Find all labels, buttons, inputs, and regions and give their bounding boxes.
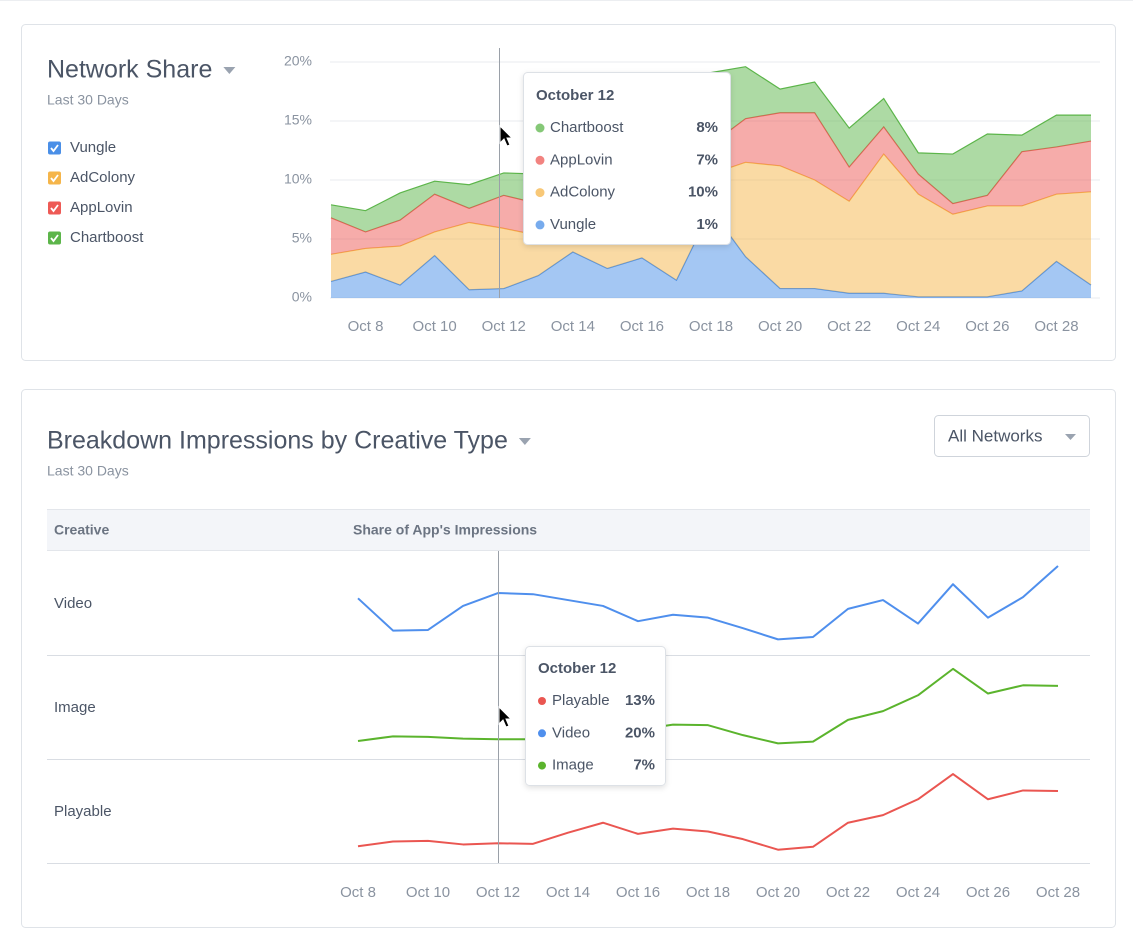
x-tick-label: Oct 8 (340, 884, 376, 901)
x-tick-label: Oct 22 (827, 318, 871, 335)
series-line (357, 667, 1059, 745)
tooltip-value: 10% (688, 184, 718, 201)
y-tick-label: 20% (284, 53, 312, 69)
x-tick-label: Oct 28 (1036, 884, 1080, 901)
y-tick-label: 15% (284, 112, 312, 128)
legend-checkbox[interactable] (48, 201, 61, 215)
legend-check (50, 234, 59, 243)
column-header: Creative (54, 522, 109, 538)
tooltip-title: October 12 (538, 660, 616, 677)
x-tick-label: Oct 28 (1034, 318, 1078, 335)
row-label: Playable (54, 803, 112, 820)
x-tick-label: Oct 14 (551, 318, 595, 335)
x-tick-label: Oct 8 (348, 318, 384, 335)
legend-check (50, 144, 59, 153)
row-label: Video (54, 595, 92, 612)
tooltip-dot (535, 188, 545, 198)
area-fill (331, 209, 1091, 298)
x-tick-label: Oct 26 (966, 884, 1010, 901)
column-header: Share of App's Impressions (353, 522, 537, 538)
legend-label: Vungle (70, 139, 116, 156)
x-tick-label: Oct 12 (476, 884, 520, 901)
tooltip-name: Vungle (550, 216, 596, 233)
cursor (499, 124, 514, 147)
x-tick-label: Oct 20 (756, 884, 800, 901)
legend-label: Chartboost (70, 229, 144, 246)
network-filter[interactable] (934, 415, 1090, 457)
row-label: Image (54, 699, 96, 716)
tooltip-value: 13% (625, 692, 655, 709)
tooltip-name: Playable (552, 692, 610, 709)
tooltip-dot (538, 761, 546, 770)
legend-check (50, 204, 59, 213)
tooltip (525, 646, 666, 786)
tooltip-title: October 12 (536, 87, 614, 104)
x-tick-label: Oct 24 (896, 318, 940, 335)
legend-label: AdColony (70, 169, 136, 186)
tooltip (523, 72, 731, 245)
tooltip-name: AdColony (550, 184, 616, 201)
tooltip-dot (538, 729, 546, 738)
cursor (498, 705, 513, 728)
tooltip-dot (535, 123, 545, 133)
legend-label: AppLovin (70, 199, 133, 216)
tooltip-value: 20% (625, 724, 655, 741)
x-tick-label: Oct 24 (896, 884, 940, 901)
card-subtitle: Last 30 Days (47, 92, 129, 108)
tooltip-name: Image (552, 757, 594, 774)
tooltip-dot (535, 220, 545, 230)
network-filter-label: All Networks (948, 426, 1042, 445)
x-tick-label: Oct 26 (965, 318, 1009, 335)
dropdown-caret[interactable] (223, 67, 236, 74)
area-fill (331, 66, 1091, 232)
y-tick-label: 10% (284, 171, 312, 187)
tooltip-name: Video (552, 724, 590, 741)
x-tick-label: Oct 14 (546, 884, 590, 901)
x-tick-label: Oct 16 (620, 318, 664, 335)
area-fill (331, 112, 1091, 255)
x-tick-label: Oct 18 (689, 318, 733, 335)
x-tick-label: Oct 16 (616, 884, 660, 901)
tooltip-value: 7% (633, 757, 655, 774)
tooltip-value: 1% (696, 216, 718, 233)
series-line (357, 773, 1059, 851)
series-line (357, 565, 1059, 641)
x-tick-label: Oct 12 (482, 318, 526, 335)
legend-checkbox[interactable] (48, 231, 61, 245)
y-tick-label: 5% (292, 230, 312, 246)
dropdown-caret[interactable] (518, 438, 531, 445)
x-tick-label: Oct 22 (826, 884, 870, 901)
tooltip-dot (535, 155, 545, 165)
tooltip-name: AppLovin (550, 151, 613, 168)
legend-checkbox[interactable] (48, 171, 61, 185)
tooltip-name: Chartboost (550, 119, 624, 136)
x-tick-label: Oct 20 (758, 318, 802, 335)
tooltip-dot (538, 697, 546, 705)
y-tick-label: 0% (292, 289, 312, 305)
legend-check (50, 174, 59, 183)
area-fill (331, 154, 1091, 297)
x-tick-label: Oct 10 (413, 318, 457, 335)
card-title: Breakdown Impressions by Creative Type (47, 427, 508, 455)
card-title: Network Share (47, 56, 212, 84)
content: Network Share Last 30 Days Vungle AdColony A… (47, 48, 1100, 901)
tooltip-value: 8% (696, 119, 718, 136)
legend-checkbox[interactable] (48, 141, 61, 155)
filter-caret (1065, 434, 1076, 440)
x-tick-label: Oct 18 (686, 884, 730, 901)
x-tick-label: Oct 10 (406, 884, 450, 901)
table-header (47, 509, 1090, 550)
tooltip-value: 7% (696, 151, 718, 168)
card-subtitle: Last 30 Days (47, 463, 129, 479)
